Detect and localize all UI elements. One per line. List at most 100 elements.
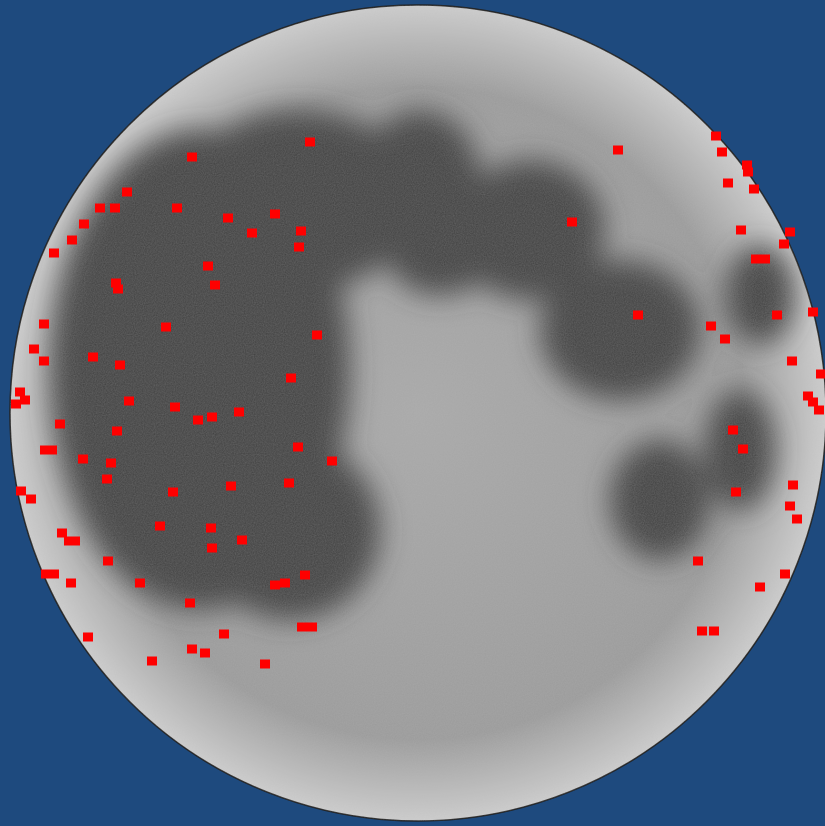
- marker: [219, 629, 229, 639]
- marker: [300, 570, 310, 580]
- marker: [113, 284, 123, 294]
- marker: [78, 454, 88, 464]
- marker: [723, 178, 733, 188]
- marker: [26, 494, 36, 504]
- marker: [760, 254, 770, 264]
- marker: [95, 203, 105, 213]
- marker: [207, 412, 217, 422]
- marker: [187, 644, 197, 654]
- marker: [223, 213, 233, 223]
- marker: [751, 254, 761, 264]
- marker: [15, 387, 25, 397]
- marker: [633, 310, 643, 320]
- marker: [293, 442, 303, 452]
- marker: [693, 556, 703, 566]
- marker: [172, 203, 182, 213]
- marker: [779, 239, 789, 249]
- marker: [115, 360, 125, 370]
- marker: [706, 321, 716, 331]
- marker: [749, 184, 759, 194]
- marker: [226, 481, 236, 491]
- marker: [772, 310, 782, 320]
- marker: [206, 523, 216, 533]
- marker: [193, 415, 203, 425]
- marker: [808, 397, 818, 407]
- marker: [79, 219, 89, 229]
- marker: [155, 521, 165, 531]
- marker: [210, 280, 220, 290]
- marker: [237, 535, 247, 545]
- marker: [207, 543, 217, 553]
- marker: [124, 396, 134, 406]
- marker: [102, 474, 112, 484]
- marker: [39, 356, 49, 366]
- marker: [743, 167, 753, 177]
- marker: [787, 356, 797, 366]
- marker: [16, 486, 26, 496]
- marker: [717, 147, 727, 157]
- marker: [49, 248, 59, 258]
- marker: [203, 261, 213, 271]
- marker: [785, 227, 795, 237]
- marker: [29, 344, 39, 354]
- marker: [814, 405, 824, 415]
- marker: [161, 322, 171, 332]
- marker: [185, 598, 195, 608]
- marker: [234, 407, 244, 417]
- marker: [738, 444, 748, 454]
- marker: [247, 228, 257, 238]
- marker: [40, 445, 50, 455]
- marker: [49, 569, 59, 579]
- marker: [613, 145, 623, 155]
- marker: [122, 187, 132, 197]
- marker: [736, 225, 746, 235]
- marker: [200, 648, 210, 658]
- marker: [755, 582, 765, 592]
- marker: [792, 514, 802, 524]
- marker: [785, 501, 795, 511]
- marker: [70, 536, 80, 546]
- marker: [788, 480, 798, 490]
- marker: [294, 242, 304, 252]
- marker: [83, 632, 93, 642]
- marker: [297, 622, 307, 632]
- marker: [284, 478, 294, 488]
- marker: [111, 278, 121, 288]
- marker: [66, 578, 76, 588]
- marker: [270, 580, 280, 590]
- marker: [808, 307, 818, 317]
- marker: [106, 458, 116, 468]
- marker: [39, 319, 49, 329]
- marker: [147, 656, 157, 666]
- marker: [305, 137, 315, 147]
- marker: [168, 487, 178, 497]
- marker: [88, 352, 98, 362]
- marker: [135, 578, 145, 588]
- surface-texture: [10, 5, 825, 821]
- marker: [170, 402, 180, 412]
- marker: [110, 203, 120, 213]
- marker: [709, 626, 719, 636]
- marker: [567, 217, 577, 227]
- marker: [57, 528, 67, 538]
- marker: [260, 659, 270, 669]
- marker: [103, 556, 113, 566]
- marker: [742, 160, 752, 170]
- marker: [307, 622, 317, 632]
- marker: [67, 235, 77, 245]
- marker: [711, 131, 721, 141]
- marker: [187, 152, 197, 162]
- marker: [286, 373, 296, 383]
- marker: [280, 578, 290, 588]
- marker: [20, 395, 30, 405]
- markers: [11, 131, 825, 669]
- marker: [697, 626, 707, 636]
- marker: [803, 391, 813, 401]
- marker: [731, 487, 741, 497]
- marker: [270, 209, 280, 219]
- marker: [816, 369, 825, 379]
- marker: [47, 445, 57, 455]
- marker: [64, 536, 74, 546]
